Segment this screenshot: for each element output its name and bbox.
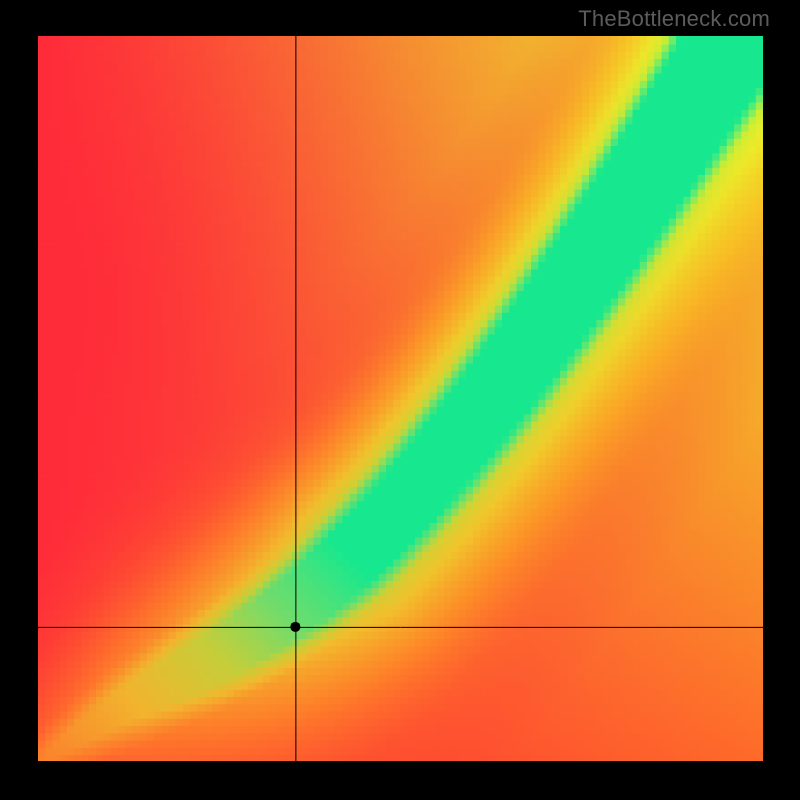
bottleneck-heatmap <box>38 36 763 761</box>
watermark-text: TheBottleneck.com <box>578 6 770 32</box>
chart-container: TheBottleneck.com <box>0 0 800 800</box>
